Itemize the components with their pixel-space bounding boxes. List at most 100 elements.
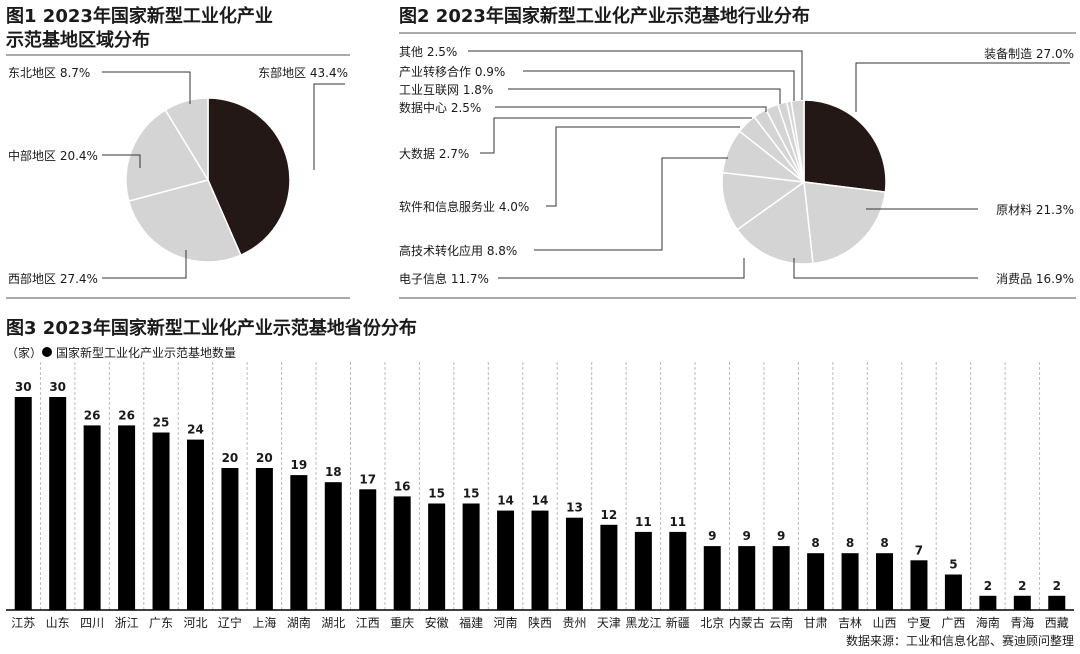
chart3-bar-3 — [118, 425, 136, 610]
chart3-legend-label: 国家新型工业化产业示范基地数量 — [56, 345, 236, 360]
chart3-category-5: 河北 — [183, 616, 207, 630]
chart2-leader-6 — [480, 117, 752, 154]
chart3-value-8: 19 — [290, 458, 307, 472]
chart3-category-6: 辽宁 — [218, 615, 242, 630]
chart2-label-4: 高技术转化应用 8.8% — [399, 243, 517, 258]
chart3-category-25: 山西 — [873, 616, 897, 630]
chart3-value-23: 8 — [811, 536, 819, 550]
chart3-category-14: 河南 — [494, 615, 518, 630]
chart3-value-22: 9 — [777, 529, 785, 543]
chart3-value-16: 13 — [566, 501, 583, 515]
chart3-category-27: 广西 — [941, 616, 965, 630]
chart3-bar-20 — [703, 546, 721, 610]
chart2-leader-5 — [546, 126, 740, 207]
chart3-category-22: 云南 — [769, 615, 793, 630]
chart1-slice-3 — [164, 97, 209, 183]
chart3-title: 图3 2023年国家新型工业化产业示范基地省份分布 — [6, 317, 417, 339]
chart3-bar-16 — [565, 517, 583, 610]
chart1-leader-3 — [102, 71, 191, 104]
chart2-label-6: 大数据 2.7% — [399, 146, 469, 161]
chart2-leader-8 — [508, 88, 781, 104]
chart2-leader-4 — [534, 157, 728, 251]
chart3-value-5: 24 — [187, 423, 204, 437]
chart3-category-7: 上海 — [252, 615, 276, 630]
source-note: 数据来源：工业和信息化部、赛迪顾问整理 — [846, 633, 1074, 648]
chart1-leader-1 — [102, 250, 187, 279]
chart3-bar-23 — [807, 553, 825, 610]
chart2-label-9: 产业转移合作 0.9% — [399, 64, 505, 79]
chart3-value-29: 2 — [1018, 579, 1026, 593]
chart3-category-1: 山东 — [46, 616, 70, 630]
chart3-value-7: 20 — [256, 451, 273, 465]
chart3-category-15: 陕西 — [528, 615, 552, 630]
chart3-bar-24 — [841, 553, 859, 610]
chart2-slice-2 — [736, 180, 814, 265]
chart1-slice-0 — [207, 97, 291, 257]
chart3-category-9: 湖北 — [321, 615, 345, 630]
chart3-value-3: 26 — [118, 408, 135, 422]
chart3-bar-4 — [152, 432, 170, 610]
chart3-category-12: 安徽 — [425, 615, 449, 630]
chart2-label-2: 消费品 16.9% — [996, 272, 1074, 286]
chart3-value-14: 14 — [497, 494, 514, 508]
chart3-value-2: 26 — [84, 408, 101, 422]
chart3-unit: （家） — [6, 345, 42, 360]
chart3-bar-26 — [910, 560, 928, 610]
chart3-category-26: 宁夏 — [907, 615, 931, 630]
chart3-value-13: 15 — [463, 487, 480, 501]
chart3-bar-28 — [979, 595, 997, 610]
chart1-leader-0 — [313, 83, 345, 170]
chart3-bar-25 — [876, 553, 894, 610]
chart3-value-30: 2 — [1053, 579, 1061, 593]
chart1-slice-1 — [127, 179, 242, 263]
chart3-category-19: 新疆 — [666, 615, 690, 630]
chart3-bar-6 — [221, 468, 239, 610]
chart3-category-13: 福建 — [459, 615, 483, 630]
chart3-value-20: 9 — [708, 529, 716, 543]
chart3-bar-12 — [428, 503, 446, 610]
chart2-leader-10 — [468, 50, 803, 100]
chart3-value-25: 8 — [880, 536, 888, 550]
chart3-bar-21 — [738, 546, 756, 610]
chart3-bar-13 — [462, 503, 480, 610]
chart3-value-15: 14 — [532, 494, 549, 508]
chart3-category-3: 浙江 — [115, 616, 139, 630]
chart3-bar-10 — [359, 489, 377, 610]
chart3-bar-18 — [634, 531, 652, 610]
chart3-category-0: 江苏 — [11, 616, 35, 630]
chart3-category-24: 吉林 — [838, 616, 862, 630]
chart2-slice-0 — [803, 99, 887, 193]
chart3-bar-27 — [944, 574, 962, 610]
chart3-category-2: 四川 — [80, 616, 104, 630]
chart3-category-11: 重庆 — [390, 616, 414, 630]
chart3-category-8: 湖南 — [287, 615, 311, 630]
chart3-category-28: 海南 — [976, 615, 1000, 630]
chart2-label-8: 工业互联网 1.8% — [399, 83, 493, 97]
chart3-value-9: 18 — [325, 465, 342, 479]
chart3-value-21: 9 — [743, 529, 751, 543]
chart2-leader-9 — [523, 70, 795, 101]
chart3-value-26: 7 — [915, 543, 923, 557]
chart3-value-19: 11 — [669, 515, 686, 529]
chart3-category-29: 青海 — [1010, 615, 1034, 630]
chart1-label-2: 中部地区 20.4% — [8, 148, 98, 163]
chart2-leader-3 — [498, 258, 745, 279]
chart2-leader-7 — [495, 106, 767, 112]
chart3-bar-7 — [255, 468, 273, 610]
chart1-leader-2 — [102, 154, 141, 168]
chart3-category-4: 广东 — [149, 616, 173, 630]
chart3-bar-15 — [531, 510, 549, 610]
chart2-label-0: 装备制造 27.0% — [984, 47, 1074, 61]
chart3-value-27: 5 — [949, 558, 957, 572]
chart3-legend-swatch — [42, 347, 52, 357]
chart2-label-5: 软件和信息服务业 4.0% — [399, 199, 529, 214]
chart3-bar-19 — [669, 531, 687, 610]
chart3-bar-22 — [772, 546, 790, 610]
chart2-label-7: 数据中心 2.5% — [399, 100, 481, 115]
chart3-bar-5 — [186, 439, 204, 610]
chart3-category-17: 天津 — [597, 616, 621, 630]
chart3-bar-0 — [14, 397, 32, 610]
chart3-value-6: 20 — [222, 451, 239, 465]
chart2-label-10: 其他 2.5% — [399, 45, 457, 59]
